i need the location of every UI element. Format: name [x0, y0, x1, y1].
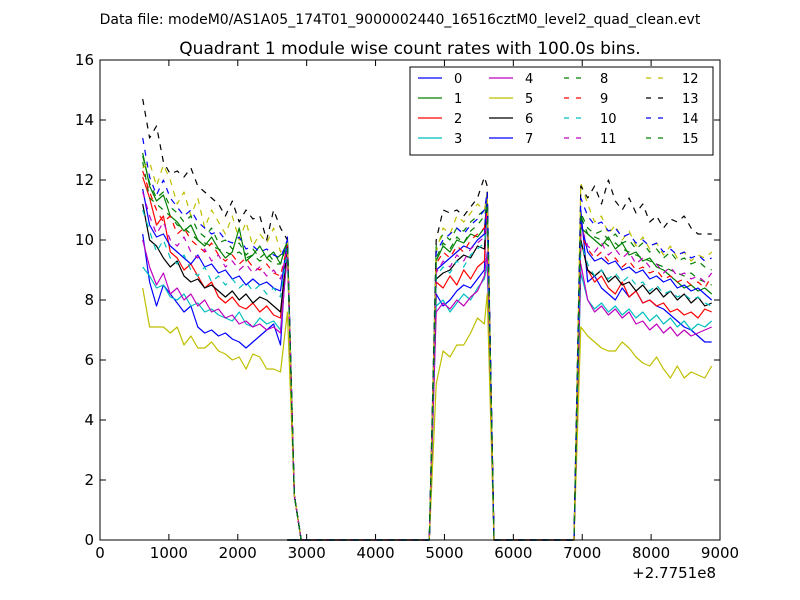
x-offset-label: +2.7751e8	[632, 564, 716, 582]
x-tick-label: 1000	[150, 544, 188, 562]
legend-label-7: 7	[525, 132, 533, 147]
legend-label-14: 14	[682, 112, 699, 127]
series-line-8	[142, 161, 712, 541]
y-tick-label: 6	[84, 351, 94, 369]
series-line-1	[142, 152, 713, 541]
series-line-2	[142, 176, 712, 541]
legend-label-3: 3	[454, 132, 462, 147]
x-tick-label: 5000	[425, 544, 463, 562]
series-line-12	[142, 161, 713, 541]
legend-label-5: 5	[525, 92, 533, 107]
y-tick-label: 0	[84, 531, 94, 549]
x-tick-label: 0	[95, 544, 105, 562]
y-tick-label: 4	[84, 411, 94, 429]
legend-label-0: 0	[454, 72, 462, 87]
y-tick-label: 10	[75, 231, 94, 249]
series-line-9	[142, 170, 713, 541]
legend-label-4: 4	[525, 72, 533, 87]
legend-label-13: 13	[682, 92, 699, 107]
series-line-4	[142, 239, 712, 541]
chart-suptitle: Data file: modeM0/AS1A05_174T01_90000024…	[100, 12, 701, 28]
legend-label-1: 1	[454, 92, 462, 107]
legend-label-6: 6	[525, 112, 533, 127]
x-tick-label: 2000	[219, 544, 257, 562]
legend-frame	[409, 66, 714, 156]
series-line-10	[142, 209, 712, 541]
y-tick-label: 8	[84, 291, 94, 309]
legend-label-11: 11	[600, 132, 617, 147]
series-line-0	[142, 194, 712, 541]
legend-label-10: 10	[600, 112, 617, 127]
x-tick-label: 9000	[701, 544, 739, 562]
x-tick-label: 4000	[356, 544, 394, 562]
series-line-14	[142, 137, 712, 541]
legend-label-8: 8	[600, 72, 608, 87]
y-tick-label: 2	[84, 471, 94, 489]
series-line-11	[142, 191, 713, 541]
series-line-15	[142, 155, 712, 541]
y-tick-label: 12	[75, 171, 94, 189]
legend-label-9: 9	[600, 92, 608, 107]
chart-title: Quadrant 1 module wise count rates with …	[179, 39, 640, 59]
legend-label-15: 15	[682, 132, 699, 147]
series-layer	[142, 98, 713, 541]
y-tick-label: 16	[75, 51, 94, 69]
x-tick-label: 8000	[632, 544, 670, 562]
legend-label-12: 12	[682, 72, 699, 87]
tick-layer: 0 1000 2000 3000 4000 5000 6000 7000 8000 9000 0 2 4…	[75, 51, 739, 562]
legend-label-2: 2	[454, 112, 462, 127]
x-tick-label: 7000	[563, 544, 601, 562]
x-tick-label: 6000	[494, 544, 532, 562]
x-tick-label: 3000	[288, 544, 326, 562]
series-line-5	[142, 287, 713, 541]
y-tick-label: 14	[75, 111, 94, 129]
